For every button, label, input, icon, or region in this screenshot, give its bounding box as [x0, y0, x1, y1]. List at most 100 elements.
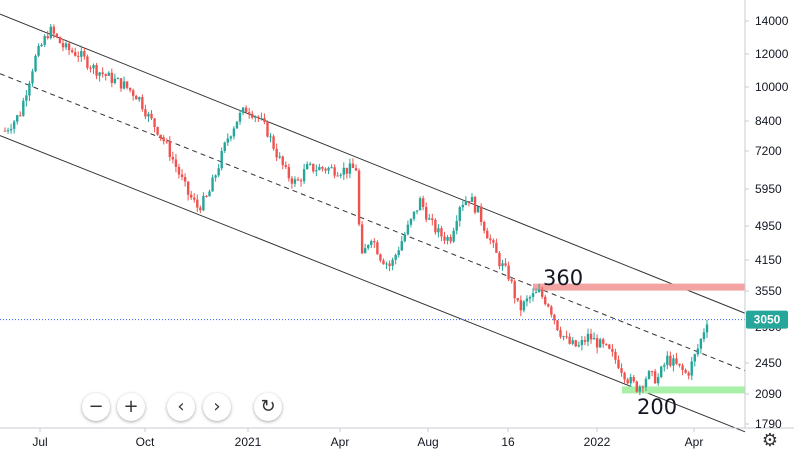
- candle: [107, 71, 110, 76]
- candle: [156, 126, 159, 136]
- candle: [644, 376, 648, 392]
- candle: [336, 171, 339, 177]
- x-tick-label: 2021: [235, 435, 262, 449]
- y-tick-label: 3550: [755, 284, 782, 298]
- candle: [513, 279, 516, 304]
- candle: [519, 295, 523, 317]
- candle: [440, 225, 443, 242]
- candle: [544, 294, 547, 306]
- candle: [547, 303, 550, 308]
- candle: [220, 147, 223, 171]
- y-tick-label: 2450: [755, 356, 782, 370]
- x-tick-label: Apr: [685, 435, 704, 449]
- candle: [104, 73, 107, 81]
- candle: [421, 195, 425, 211]
- trend-channel: [0, 13, 746, 433]
- candle: [595, 334, 599, 354]
- candle: [165, 138, 168, 144]
- candle: [144, 104, 147, 120]
- candle: [681, 363, 684, 376]
- candle: [229, 135, 233, 142]
- candle: [608, 343, 611, 350]
- reset-chart-button[interactable]: ↻: [254, 393, 282, 421]
- zoom-out-button[interactable]: −: [82, 393, 110, 421]
- candle: [52, 24, 56, 39]
- candle: [580, 335, 584, 351]
- candle: [571, 337, 574, 346]
- candle: [147, 111, 150, 123]
- candle: [226, 133, 230, 146]
- candle: [162, 135, 165, 145]
- candle: [247, 107, 251, 119]
- axes: [0, 0, 794, 429]
- scroll-right-button[interactable]: ›: [203, 393, 231, 421]
- candle: [418, 196, 422, 211]
- scroll-left-button[interactable]: ‹: [167, 393, 195, 421]
- candle: [605, 343, 608, 346]
- candle: [150, 110, 153, 121]
- y-tick-label: 10000: [755, 80, 789, 94]
- candle: [470, 193, 474, 203]
- x-tick-label: Aug: [417, 435, 438, 449]
- candle: [28, 80, 31, 102]
- candle: [623, 371, 626, 384]
- candle: [409, 218, 413, 228]
- level-band: [622, 386, 745, 394]
- y-tick-label: 14000: [755, 14, 789, 28]
- candle: [269, 132, 272, 143]
- candle: [452, 227, 455, 243]
- candle: [406, 220, 410, 236]
- candle: [153, 117, 156, 133]
- candle: [324, 167, 327, 174]
- candle: [626, 377, 629, 386]
- candle: [202, 192, 205, 212]
- zoom-in-button[interactable]: +: [117, 393, 145, 421]
- candle: [95, 62, 98, 80]
- candle: [208, 189, 211, 197]
- annotations: 360 200: [543, 266, 677, 419]
- candle: [446, 234, 449, 245]
- horizontal-levels: [0, 283, 745, 394]
- candle: [666, 351, 669, 370]
- candle: [638, 384, 642, 396]
- last-price-badge-bg: [746, 310, 788, 329]
- candle: [251, 110, 254, 120]
- candle: [501, 259, 504, 271]
- candle: [98, 71, 101, 82]
- settings-gear-icon[interactable]: ⚙: [761, 430, 779, 451]
- candle: [128, 87, 132, 93]
- candle: [74, 47, 77, 57]
- candle: [522, 300, 526, 313]
- candle: [101, 67, 104, 78]
- candle: [159, 134, 162, 141]
- candle: [354, 164, 358, 171]
- candle: [31, 68, 34, 87]
- candle: [492, 238, 495, 248]
- candle: [64, 41, 68, 50]
- candle: [602, 337, 605, 348]
- candle: [177, 164, 181, 179]
- candle: [211, 174, 214, 192]
- candle: [135, 94, 138, 100]
- candle: [342, 162, 345, 180]
- candle: [495, 238, 498, 254]
- candle: [660, 365, 663, 379]
- candle: [309, 161, 312, 166]
- candle: [110, 68, 114, 88]
- candle: [92, 63, 95, 75]
- candle: [641, 385, 645, 393]
- candle: [397, 246, 400, 258]
- candle: [690, 356, 693, 380]
- candle: [199, 205, 202, 214]
- candle: [299, 178, 303, 187]
- candle: [9, 123, 13, 134]
- candle: [67, 40, 71, 56]
- candle: [568, 333, 571, 345]
- candle: [428, 213, 431, 221]
- candle: [363, 243, 367, 254]
- candle: [684, 368, 687, 374]
- candle: [528, 295, 532, 304]
- candle: [141, 94, 144, 112]
